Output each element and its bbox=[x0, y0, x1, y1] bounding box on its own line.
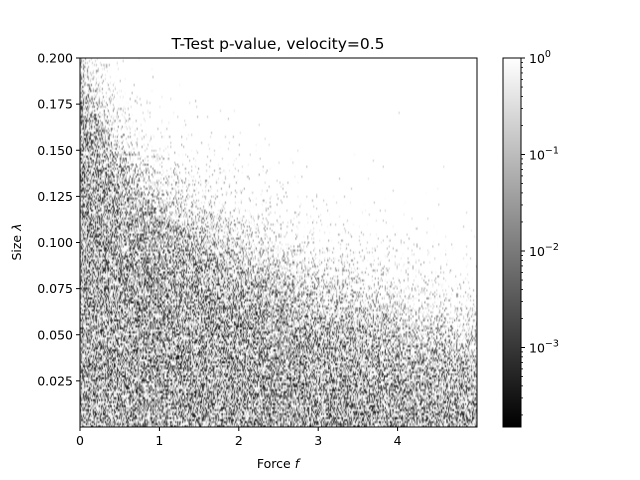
x-tick-label: 4 bbox=[394, 433, 402, 448]
chart-title: T-Test p-value, velocity=0.5 bbox=[170, 35, 384, 53]
y-tick-label: 0.100 bbox=[37, 235, 73, 250]
y-tick-label: 0.025 bbox=[37, 373, 73, 388]
colorbar-gradient bbox=[502, 57, 522, 428]
y-tick-label: 0.075 bbox=[37, 281, 73, 296]
x-tick-label: 2 bbox=[235, 433, 243, 448]
colorbar-tick-label: 100 bbox=[529, 49, 551, 66]
colorbar-tick-label: 10−3 bbox=[529, 338, 559, 355]
y-tick-label: 0.050 bbox=[37, 327, 73, 342]
y-tick-label: 0.200 bbox=[37, 51, 73, 66]
heatmap-cells bbox=[80, 58, 477, 427]
colorbar-tick-label: 10−1 bbox=[529, 145, 559, 162]
x-axis-label: Force f bbox=[257, 456, 301, 471]
y-tick-label: 0.175 bbox=[37, 97, 73, 112]
y-axis: 0.025 0.050 0.075 0.100 0.125 0.150 0.175 0.200 bbox=[37, 51, 80, 388]
y-axis-label-text: Size bbox=[9, 235, 24, 261]
y-axis-label-var: λ bbox=[9, 223, 24, 231]
y-tick-label: 0.125 bbox=[37, 189, 73, 204]
y-axis-label: Size λ bbox=[9, 223, 24, 260]
colorbar-tick-label: 10−2 bbox=[529, 242, 559, 259]
colorbar: 10−3 10−2 10−1 100 bbox=[502, 49, 559, 428]
x-tick-label: 0 bbox=[76, 433, 84, 448]
x-axis-label-var: f bbox=[295, 456, 301, 471]
y-tick-label: 0.150 bbox=[37, 143, 73, 158]
x-axis-label-text: Force bbox=[257, 456, 291, 471]
x-axis: 0 1 2 3 4 bbox=[76, 427, 402, 448]
x-tick-label: 1 bbox=[155, 433, 163, 448]
heatmap-area bbox=[80, 58, 477, 427]
x-tick-label: 3 bbox=[314, 433, 322, 448]
